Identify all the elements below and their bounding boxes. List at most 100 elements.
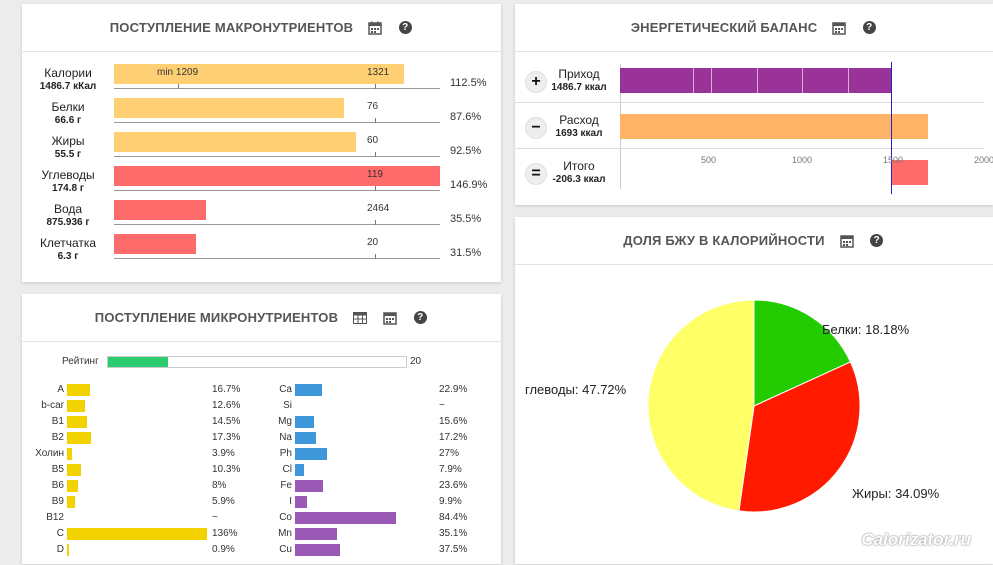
vitamin-value: ~ <box>212 512 218 523</box>
vitamin-label: Холин <box>35 448 64 459</box>
vitamin-value: 17.3% <box>212 432 241 443</box>
macro-norm: 76 <box>367 101 379 112</box>
mineral-value: 84.4% <box>439 512 468 523</box>
macro-row-name: Калории <box>44 66 92 80</box>
energy-row-amount: 1693 ккал <box>555 128 603 139</box>
energy-header: ЭНЕРГЕТИЧЕСКИЙ БАЛАНС ? <box>515 4 993 52</box>
vitamin-bar <box>67 464 82 476</box>
macro-baseline <box>114 224 440 225</box>
mineral-label: Ca <box>279 384 292 395</box>
vitamin-value: 12.6% <box>212 400 241 411</box>
macro-row-name: Углеводы <box>41 168 95 182</box>
macro-row-name: Вода <box>53 202 83 216</box>
macro-norm: 20 <box>367 237 379 248</box>
vitamin-label: C <box>56 528 64 539</box>
energy-bar <box>620 114 929 139</box>
calendar-icon[interactable] <box>839 233 855 249</box>
vitamin-bar <box>67 496 76 508</box>
energy-divider <box>515 148 984 149</box>
energy-tick-label: 1500 <box>883 155 904 165</box>
vitamin-bar <box>67 432 92 444</box>
energy-sign-button[interactable]: = <box>525 163 547 185</box>
mineral-label: Si <box>283 400 292 411</box>
mineral-bar <box>295 544 340 556</box>
energy-sign-button[interactable]: − <box>525 117 547 139</box>
mineral-value: 27% <box>439 448 460 459</box>
mineral-value: 37.5% <box>439 544 468 555</box>
energy-panel: ЭНЕРГЕТИЧЕСКИЙ БАЛАНС ? + Приход 1486.7 кк… <box>515 4 993 205</box>
vitamin-label: B9 <box>51 496 64 507</box>
energy-row-amount: 1486.7 ккал <box>551 82 607 93</box>
vitamin-label: B12 <box>46 512 64 523</box>
pie-slice[interactable] <box>647 299 755 512</box>
energy-sign-button[interactable]: + <box>525 71 547 93</box>
mineral-bar <box>295 496 307 508</box>
mineral-label: Mn <box>278 528 292 539</box>
calendar-icon[interactable] <box>831 20 847 36</box>
macro-bar <box>114 98 344 118</box>
mineral-value: 35.1% <box>439 528 468 539</box>
calendar-icon[interactable] <box>367 20 383 36</box>
norm-tick <box>375 220 376 225</box>
pie-slice[interactable] <box>753 299 852 407</box>
mineral-label: Fe <box>280 480 292 491</box>
rating-value: 20 <box>410 356 422 367</box>
macro-baseline <box>114 88 440 89</box>
macro-norm: 1321 <box>367 67 390 78</box>
vitamin-value: 16.7% <box>212 384 241 395</box>
rating-track <box>107 356 407 368</box>
micro-title: ПОСТУПЛЕНИЕ МИКРОНУТРИЕНТОВ <box>94 310 339 325</box>
energy-gridline <box>756 68 758 93</box>
mineral-bar <box>295 384 323 396</box>
macro-norm: 60 <box>367 135 379 146</box>
mineral-bar <box>295 512 397 524</box>
macro-baseline <box>114 156 440 157</box>
macro-row-amount: 66.6 г <box>54 115 82 126</box>
pie-slice-label: Белки: 18.18% <box>822 322 910 337</box>
mineral-value: 7.9% <box>439 464 462 475</box>
bju-panel: ДОЛЯ БЖУ В КАЛОРИЙНОСТИ ? Белки: 18.18% Ж… <box>515 217 993 564</box>
pie-slice[interactable] <box>738 361 861 513</box>
vitamin-label: B6 <box>51 480 64 491</box>
macro-row-amount: 174.8 г <box>52 183 84 194</box>
energy-gridline <box>711 68 712 93</box>
mineral-value: 22.9% <box>439 384 468 395</box>
vitamin-label: B1 <box>51 416 64 427</box>
vitamin-label: B2 <box>51 432 64 443</box>
energy-row-name: Приход <box>558 67 600 81</box>
vitamin-value: 10.3% <box>212 464 241 475</box>
help-icon[interactable]: ? <box>412 310 428 326</box>
norm-tick <box>375 152 376 157</box>
macro-row-label: Вода 875.936 г <box>26 203 110 229</box>
macro-baseline <box>114 258 440 259</box>
macro-row-amount: 1486.7 кКал <box>39 81 97 92</box>
table-icon[interactable] <box>352 310 368 326</box>
help-icon[interactable]: ? <box>397 20 413 36</box>
macro-min: min 1209 <box>157 67 199 78</box>
energy-gridline <box>802 68 803 93</box>
macro-row-amount: 6.3 г <box>57 251 79 262</box>
help-icon[interactable]: ? <box>869 233 885 249</box>
macro-baseline <box>114 122 440 123</box>
calendar-icon[interactable] <box>382 310 398 326</box>
help-icon[interactable]: ? <box>861 20 877 36</box>
macro-pct: 146.9% <box>450 179 488 191</box>
macro-baseline <box>114 190 440 191</box>
vitamin-value: 0.9% <box>212 544 235 555</box>
pie-slice-label: глеводы: 47.72% <box>525 382 627 397</box>
vitamin-value: 5.9% <box>212 496 235 507</box>
rating-fill <box>108 357 168 367</box>
mineral-value: ~ <box>439 400 445 411</box>
macro-bar <box>114 200 207 220</box>
vitamin-label: D <box>56 544 64 555</box>
macro-row-label: Калории 1486.7 кКал <box>26 67 110 93</box>
mineral-bar <box>295 432 316 444</box>
energy-row-name: Расход <box>559 113 599 127</box>
mineral-value: 9.9% <box>439 496 462 507</box>
vitamin-label: B5 <box>51 464 64 475</box>
macro-pct: 35.5% <box>450 213 482 225</box>
norm-tick <box>375 84 376 89</box>
energy-bar <box>890 160 929 185</box>
energy-gridline <box>692 68 694 93</box>
vitamin-label: A <box>57 384 64 395</box>
